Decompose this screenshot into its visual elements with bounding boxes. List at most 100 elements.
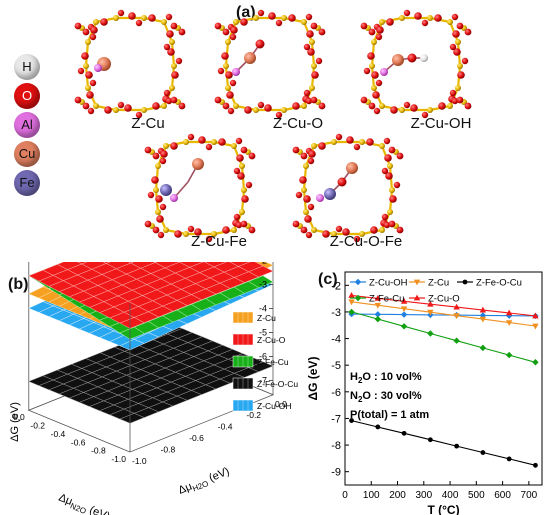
- oxygen-atom: [218, 138, 226, 146]
- oxygen-atom: [163, 89, 171, 97]
- oxygen-atom: [198, 136, 206, 144]
- x-tick-label: -0.4: [51, 429, 66, 439]
- oxygen-atom: [89, 79, 97, 87]
- aluminum-atom: [316, 194, 324, 202]
- silicon-atom: [447, 19, 453, 25]
- silicon-atom: [427, 107, 433, 113]
- silicon-atom: [281, 107, 287, 113]
- y-tick-label: -5: [331, 360, 341, 372]
- silicon-atom: [399, 107, 405, 113]
- element-sphere: Al: [14, 112, 40, 138]
- data-point: [480, 450, 486, 455]
- legend-label: Z-Fe-Cu: [257, 357, 289, 367]
- iron-atom: [160, 184, 172, 196]
- silicon-atom: [309, 39, 315, 45]
- series-z-fe-o-cu: [349, 418, 538, 468]
- surface-cell: [178, 262, 204, 268]
- oxygen-atom: [342, 228, 350, 236]
- series-line: [351, 294, 536, 317]
- oxygen-atom: [135, 19, 143, 27]
- surface-cell: [189, 262, 215, 273]
- copper-atom: [192, 158, 204, 170]
- oxygen-atom: [410, 104, 418, 112]
- data-point: [400, 297, 408, 304]
- oxygen-atom: [308, 150, 316, 158]
- x-axis-label: T (°C): [427, 503, 459, 515]
- oxygen-atom: [307, 48, 315, 56]
- legend-entry: Z-Fe-O-Cu: [457, 278, 522, 289]
- silicon-atom: [85, 85, 91, 91]
- series-z-fe-cu: [348, 308, 539, 366]
- silicon-atom: [457, 63, 463, 69]
- silicon-atom: [379, 103, 385, 109]
- oxygen-atom: [315, 57, 323, 65]
- oxygen-atom: [152, 226, 160, 234]
- oxygen-atom: [222, 226, 230, 234]
- silicon-atom: [85, 39, 91, 45]
- silicon-atom: [161, 19, 167, 25]
- data-point: [427, 300, 434, 307]
- silicon-atom: [359, 231, 365, 237]
- oxygen-atom: [156, 215, 164, 223]
- oxygen-atom: [318, 28, 326, 36]
- oxygen-atom: [165, 97, 173, 105]
- data-point: [454, 443, 460, 449]
- y-tick-label: -0.6: [189, 433, 204, 443]
- silicon-atom: [311, 227, 317, 233]
- oxygen-atom: [187, 225, 195, 233]
- oxygen-atom: [264, 104, 272, 112]
- oxygen-atom: [292, 220, 300, 228]
- silicon-atom: [371, 85, 377, 91]
- oxygen-atom: [135, 111, 143, 119]
- silicon-atom: [141, 107, 147, 113]
- oxygen-atom: [385, 172, 393, 180]
- oxygen-atom: [396, 152, 404, 160]
- legend-label: Z-Fe-O-Cu: [476, 278, 522, 289]
- oxygen-atom: [452, 30, 460, 38]
- data-point: [354, 294, 362, 302]
- oxygen-atom: [372, 91, 380, 99]
- oxygen-atom: [160, 150, 168, 158]
- oxygen-atom: [205, 143, 213, 151]
- oxygen-atom: [303, 89, 311, 97]
- legend-entry: Z-Cu: [409, 278, 449, 289]
- legend-label: Z-Cu-OH: [257, 401, 291, 411]
- oxygen-atom: [407, 53, 417, 63]
- oxygen-atom: [451, 13, 459, 21]
- structure-z-cu-o: [214, 9, 326, 119]
- data-point: [348, 308, 355, 316]
- oxygen-atom: [335, 133, 343, 141]
- legend-label: Z-Cu-O: [257, 335, 286, 345]
- legend-entry: Z-Cu-OH: [350, 278, 408, 289]
- element-sphere: H: [14, 54, 40, 80]
- legend-label: Z-Cu: [428, 278, 449, 289]
- oxygen-atom: [383, 137, 391, 145]
- structure-z-cu-oh: [360, 9, 472, 119]
- oxygen-atom: [393, 181, 401, 189]
- x-axis-label: ΔμN2O (eV): [56, 492, 111, 515]
- x-tick-label: 200: [389, 490, 406, 501]
- element-h: H: [6, 54, 48, 80]
- oxygen-atom: [396, 226, 404, 234]
- silicon-atom: [225, 85, 231, 91]
- oxygen-atom: [376, 26, 384, 34]
- silicon-atom: [153, 187, 159, 193]
- z-tick-label: -7: [259, 375, 267, 385]
- silicon-atom: [141, 15, 147, 21]
- silicon-atom: [241, 187, 247, 193]
- aluminum-atom: [94, 64, 102, 72]
- oxygen-atom: [275, 111, 283, 119]
- oxygen-atom: [383, 221, 391, 229]
- oxygen-atom: [104, 106, 112, 114]
- legend-label: Z-Cu-O: [428, 294, 460, 305]
- oxygen-atom: [388, 146, 396, 154]
- element-sphere: Cu: [14, 141, 40, 167]
- silicon-atom: [387, 163, 393, 169]
- y-tick-label: -4: [331, 334, 341, 346]
- data-point: [400, 306, 408, 313]
- oxygen-atom: [77, 67, 85, 75]
- oxygen-atom: [257, 101, 265, 109]
- oxygen-atom: [257, 9, 265, 17]
- oxygen-atom: [225, 71, 233, 79]
- data-point: [506, 456, 512, 462]
